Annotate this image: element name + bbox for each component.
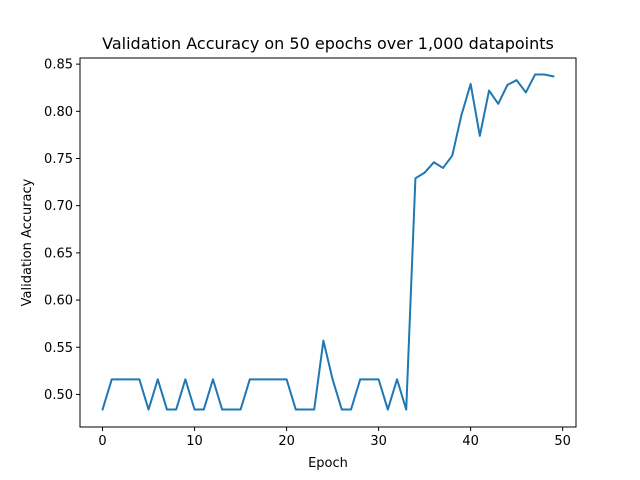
- data-point: [248, 378, 251, 381]
- x-tick-label: 40: [462, 434, 479, 449]
- x-tick-label: 10: [186, 434, 203, 449]
- data-point: [387, 408, 389, 411]
- data-point: [451, 154, 454, 157]
- x-axis-ticks: 0 10 20 30 40 50: [98, 427, 571, 449]
- data-point: [469, 83, 472, 85]
- y-tick-label: 0.80: [44, 105, 73, 120]
- data-point: [120, 378, 122, 381]
- data-point: [534, 73, 536, 76]
- data-point: [193, 408, 196, 411]
- data-point: [322, 339, 325, 342]
- x-tick-label: 30: [370, 434, 387, 449]
- y-tick-label: 0.50: [44, 388, 73, 403]
- data-point: [368, 378, 371, 381]
- data-point: [433, 161, 435, 164]
- data-point: [285, 378, 288, 381]
- data-point: [414, 177, 417, 180]
- data-point: [129, 378, 131, 381]
- data-point: [276, 378, 279, 381]
- y-tick-label: 0.55: [44, 341, 73, 356]
- data-point: [515, 79, 518, 81]
- data-point: [525, 91, 527, 94]
- data-point: [175, 408, 177, 411]
- data-point: [166, 408, 168, 411]
- data-point: [552, 75, 555, 78]
- data-point: [488, 89, 490, 92]
- data-point: [341, 408, 343, 411]
- data-point: [405, 408, 408, 411]
- data-point: [221, 408, 223, 411]
- y-tick-label: 0.85: [44, 58, 73, 73]
- data-point: [396, 378, 398, 381]
- data-point: [110, 378, 113, 381]
- data-point: [184, 378, 187, 381]
- data-point: [258, 378, 260, 381]
- y-tick-label: 0.60: [44, 294, 73, 309]
- data-point: [313, 408, 315, 411]
- data-point: [506, 84, 509, 86]
- chart-title: Validation Accuracy on 50 epochs over 1,…: [102, 34, 554, 53]
- data-point: [202, 408, 205, 411]
- data-point: [423, 171, 426, 174]
- data-point: [138, 378, 141, 381]
- y-tick-label: 0.65: [44, 246, 73, 261]
- x-tick-label: 20: [278, 434, 295, 449]
- x-tick-label: 0: [98, 434, 106, 449]
- data-point: [156, 378, 159, 381]
- data-point: [377, 378, 380, 381]
- plot-frame: [79, 57, 577, 428]
- data-point: [147, 408, 150, 411]
- data-point: [294, 408, 297, 411]
- data-point: [442, 167, 444, 169]
- y-tick-label: 0.75: [44, 152, 73, 167]
- data-point: [479, 135, 481, 137]
- data-point: [304, 408, 306, 411]
- series-line: [101, 73, 555, 411]
- data-point: [460, 114, 463, 116]
- x-axis-title: Epoch: [308, 456, 348, 471]
- y-axis-ticks: 0.50 0.55 0.60 0.65 0.70 0.75 0.80 0.85: [44, 58, 80, 403]
- data-point: [267, 378, 269, 381]
- data-point: [239, 408, 242, 411]
- data-point: [350, 408, 352, 411]
- y-tick-label: 0.70: [44, 199, 73, 214]
- data-point: [230, 408, 233, 411]
- data-point: [212, 378, 214, 381]
- plot-background: [80, 58, 576, 427]
- data-point: [101, 408, 104, 411]
- data-point: [543, 73, 546, 76]
- data-point: [359, 378, 362, 381]
- data-point: [497, 102, 500, 105]
- plot-series: [101, 73, 555, 411]
- x-tick-label: 50: [554, 434, 571, 449]
- data-point: [331, 378, 334, 381]
- y-axis-title: Validation Accuracy: [20, 178, 35, 306]
